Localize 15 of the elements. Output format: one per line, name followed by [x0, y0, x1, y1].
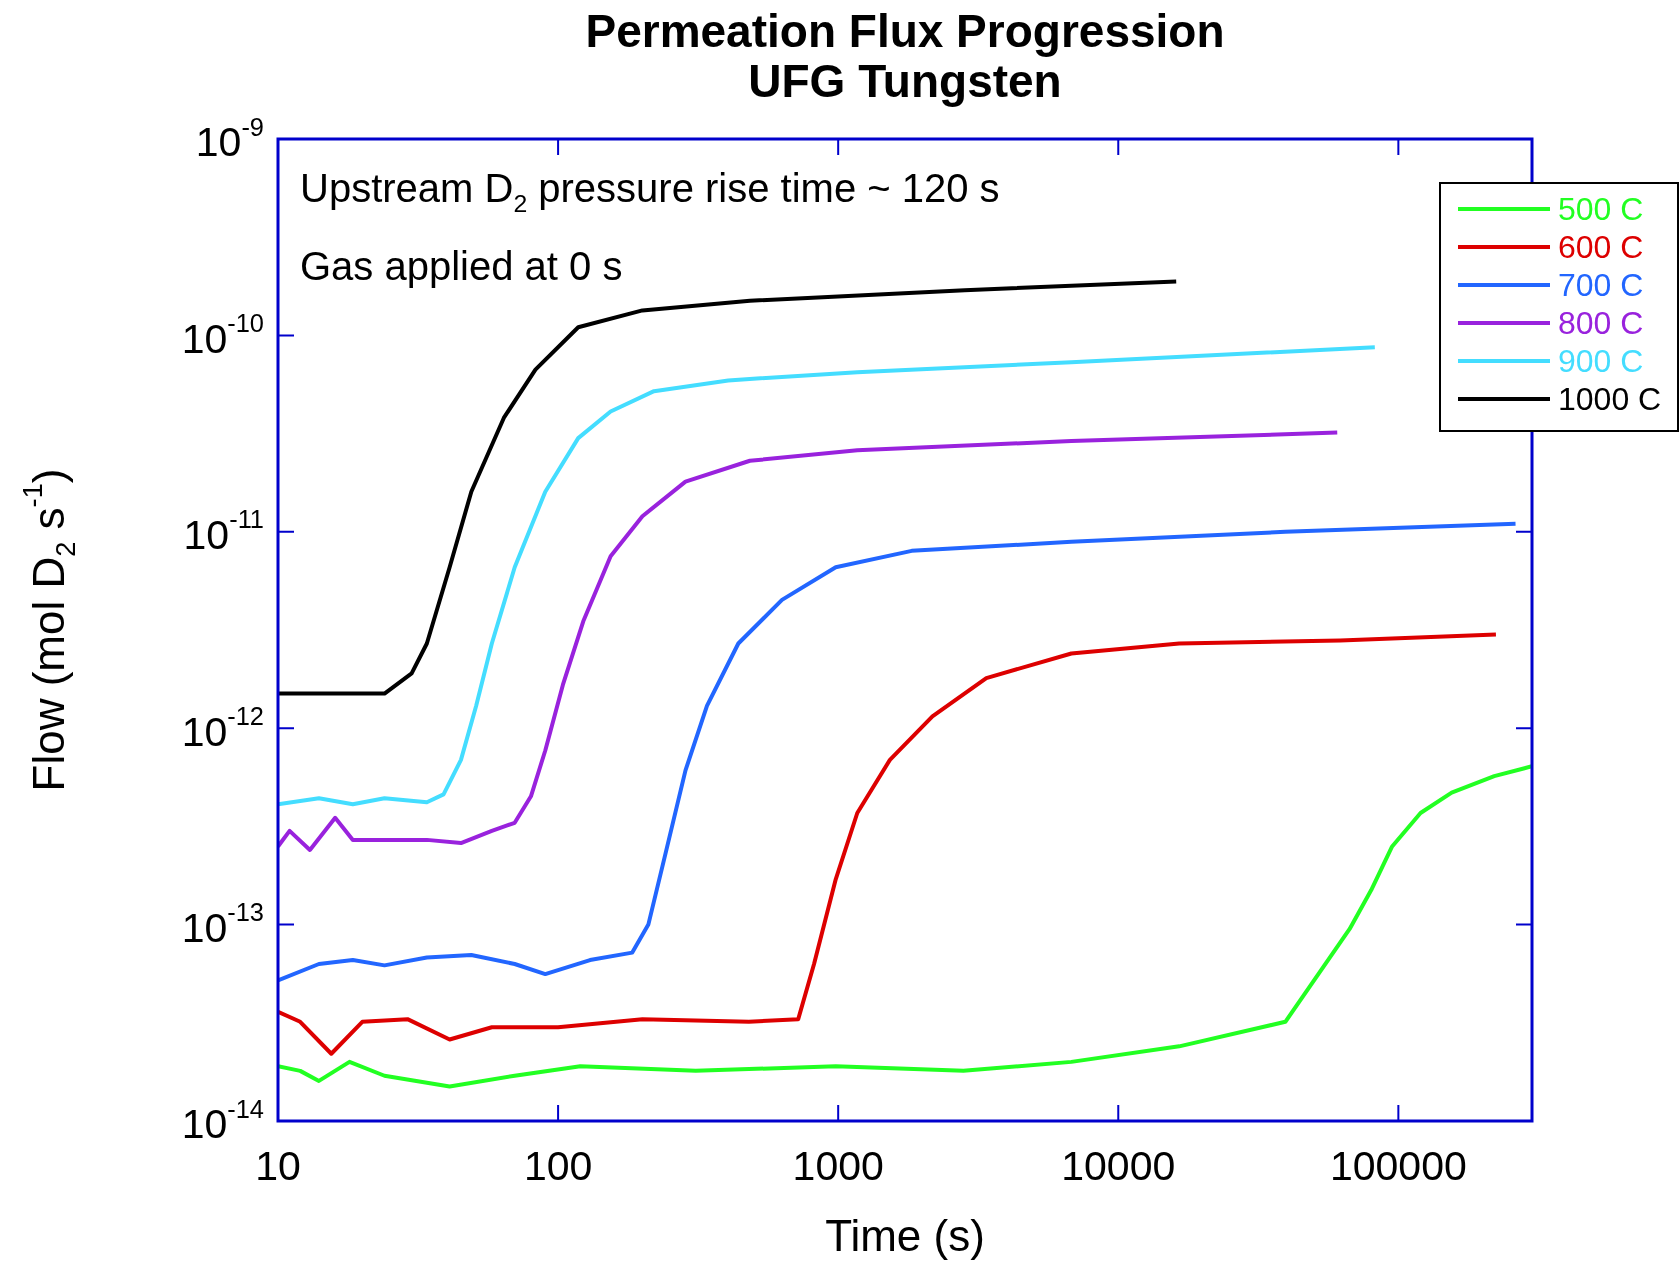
x-tick-label: 10	[255, 1143, 301, 1190]
legend-label: 800 C	[1558, 304, 1644, 341]
x-tick-label: 1000	[792, 1143, 884, 1190]
legend-label: 500 C	[1558, 190, 1644, 227]
legend-label: 900 C	[1558, 342, 1644, 379]
legend-label: 600 C	[1558, 228, 1644, 265]
annotation: Gas applied at 0 s	[300, 244, 623, 289]
x-axis-title: Time (s)	[825, 1211, 985, 1261]
x-tick-label: 10000	[1061, 1143, 1176, 1190]
y-axis-title: Flow (mol D2 s-1)	[16, 468, 81, 792]
x-tick-label: 100000	[1329, 1143, 1467, 1190]
x-tick-label: 100	[523, 1143, 593, 1190]
legend-label: 700 C	[1558, 266, 1644, 303]
legend-label: 1000 C	[1558, 380, 1662, 417]
chart-title: Permeation Flux Progression	[585, 4, 1225, 57]
